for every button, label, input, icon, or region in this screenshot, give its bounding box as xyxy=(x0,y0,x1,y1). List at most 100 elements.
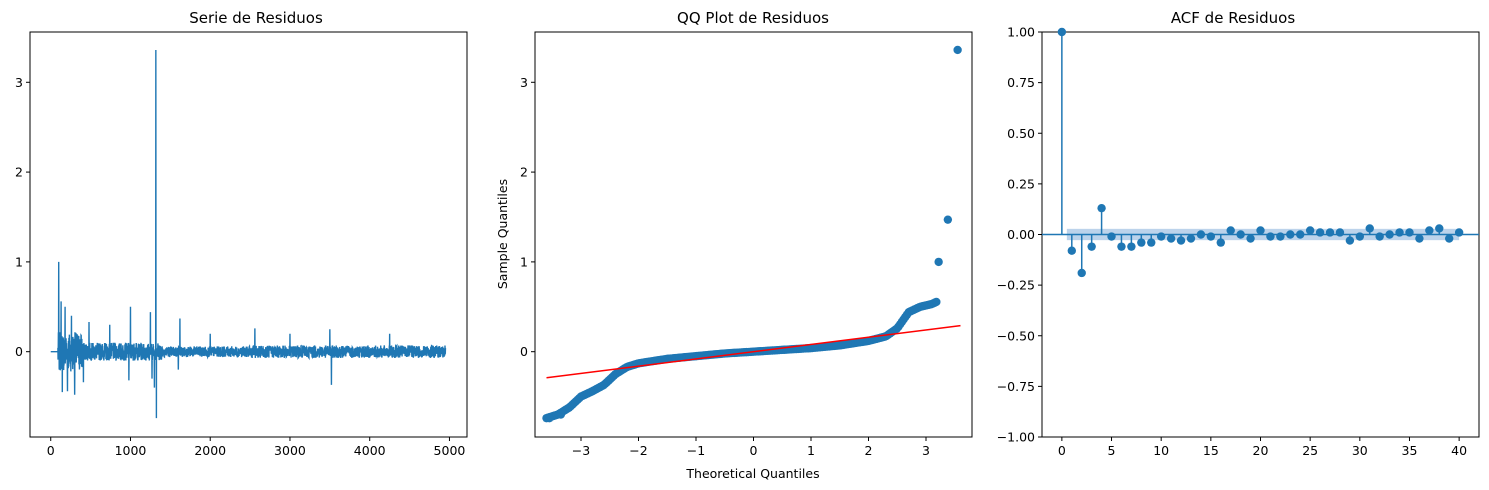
y-tick-label: −0.25 xyxy=(997,278,1035,293)
x-tick-label: −1 xyxy=(687,443,705,458)
acf-point xyxy=(1335,228,1345,237)
acf-point xyxy=(1415,234,1424,243)
acf-point xyxy=(1186,234,1196,243)
data-point xyxy=(556,410,566,419)
acf-point xyxy=(1365,224,1374,233)
y-tick-label: 2 xyxy=(520,165,528,180)
acf-point xyxy=(1385,230,1394,239)
x-tick-label: 15 xyxy=(1203,443,1219,458)
acf-point xyxy=(1166,234,1176,243)
y-tick-label: 3 xyxy=(520,75,528,90)
acf-point xyxy=(1405,228,1414,237)
y-tick-label: −1.00 xyxy=(997,430,1035,445)
acf-point xyxy=(1435,224,1444,233)
acf-point xyxy=(1087,242,1096,251)
y-tick-label: 1 xyxy=(520,254,528,269)
data-point xyxy=(953,45,962,55)
acf-point xyxy=(1226,226,1235,235)
data-point xyxy=(932,297,941,307)
series-line xyxy=(50,49,447,419)
acf-point xyxy=(1107,232,1116,241)
x-tick-label: 40 xyxy=(1451,443,1467,458)
y-tick-label: −0.75 xyxy=(997,379,1035,394)
acf-point xyxy=(1305,226,1315,235)
y-tick-label: 0.25 xyxy=(1007,176,1035,191)
x-tick-label: 10 xyxy=(1153,443,1169,458)
acf-point xyxy=(1256,226,1265,235)
acf-point xyxy=(1196,230,1206,239)
x-tick-label: 0 xyxy=(1058,443,1066,458)
x-tick-label: 1000 xyxy=(115,443,147,458)
acf-point xyxy=(1137,238,1146,247)
acf-chart: ACF de Residuos 0 5 10 15 20 25 30 35 40 −1.00 −0.… xyxy=(997,9,1480,458)
x-tick-label: 5000 xyxy=(434,443,466,458)
x-tick-label: −2 xyxy=(629,443,647,458)
acf-point xyxy=(1454,228,1464,237)
x-tick-label: 5 xyxy=(1108,443,1116,458)
x-tick-label: 2000 xyxy=(194,443,226,458)
acf-point xyxy=(1286,230,1295,239)
x-tick-label: 1 xyxy=(807,443,815,458)
data-point xyxy=(934,257,943,267)
x-tick-label: 25 xyxy=(1302,443,1318,458)
acf-point xyxy=(1236,230,1245,239)
acf-point xyxy=(1355,232,1365,241)
acf-point xyxy=(1117,242,1126,251)
y-tick-label: 1 xyxy=(15,254,23,269)
chart-title: Serie de Residuos xyxy=(189,9,323,27)
y-tick-label: 0 xyxy=(520,344,528,359)
y-tick-label: 2 xyxy=(15,165,23,180)
x-tick-label: 3 xyxy=(922,443,930,458)
x-tick-label: 35 xyxy=(1402,443,1418,458)
y-tick-label: 3 xyxy=(15,75,23,90)
acf-point xyxy=(1266,232,1275,241)
y-tick-label: 0 xyxy=(15,344,23,359)
acf-point xyxy=(1445,234,1454,243)
chart-title: QQ Plot de Residuos xyxy=(677,9,829,27)
acf-point xyxy=(1425,226,1434,235)
reference-line xyxy=(546,324,961,379)
y-axis-label: Sample Quantiles xyxy=(495,179,510,289)
acf-point xyxy=(1246,234,1255,243)
acf-point xyxy=(1077,268,1086,278)
acf-point xyxy=(1127,242,1136,251)
chart-title: ACF de Residuos xyxy=(1171,9,1296,27)
acf-point xyxy=(1206,232,1216,241)
acf-point xyxy=(1216,238,1225,247)
x-axis-label: Theoretical Quantiles xyxy=(685,466,819,481)
x-tick-label: 0 xyxy=(47,443,55,458)
acf-point xyxy=(1176,236,1186,245)
acf-point xyxy=(1067,246,1076,255)
acf-point xyxy=(1325,228,1335,237)
acf-point xyxy=(1057,27,1067,37)
acf-point xyxy=(1296,230,1305,239)
plot-frame xyxy=(534,31,973,438)
y-tick-label: 0.00 xyxy=(1007,227,1035,242)
x-tick-label: 30 xyxy=(1352,443,1368,458)
acf-point xyxy=(1375,232,1384,241)
acf-point xyxy=(1156,232,1166,241)
acf-point xyxy=(1097,203,1106,213)
x-tick-label: 3000 xyxy=(274,443,306,458)
acf-point xyxy=(1276,232,1285,241)
plot-frame xyxy=(29,31,468,438)
acf-point xyxy=(1345,236,1355,245)
acf-point xyxy=(1147,238,1156,247)
y-tick-label: −0.50 xyxy=(997,328,1035,343)
qq-plot-chart: QQ Plot de Residuos Theoretical Quantile… xyxy=(495,9,973,481)
acf-point xyxy=(1315,228,1325,237)
data-point xyxy=(943,215,953,224)
y-tick-label: 0.50 xyxy=(1007,126,1035,141)
acf-point xyxy=(1395,228,1404,237)
residual-series-chart: Serie de Residuos 0 1000 2000 3000 4000 5000 0… xyxy=(15,9,468,458)
y-tick-label: 1.00 xyxy=(1007,25,1035,40)
x-tick-label: −3 xyxy=(572,443,590,458)
x-tick-label: 20 xyxy=(1253,443,1269,458)
x-tick-label: 4000 xyxy=(354,443,386,458)
x-tick-label: 0 xyxy=(750,443,758,458)
y-tick-label: 0.75 xyxy=(1007,75,1035,90)
data-point xyxy=(545,413,554,423)
qq-points xyxy=(542,45,962,423)
x-tick-label: 2 xyxy=(865,443,873,458)
